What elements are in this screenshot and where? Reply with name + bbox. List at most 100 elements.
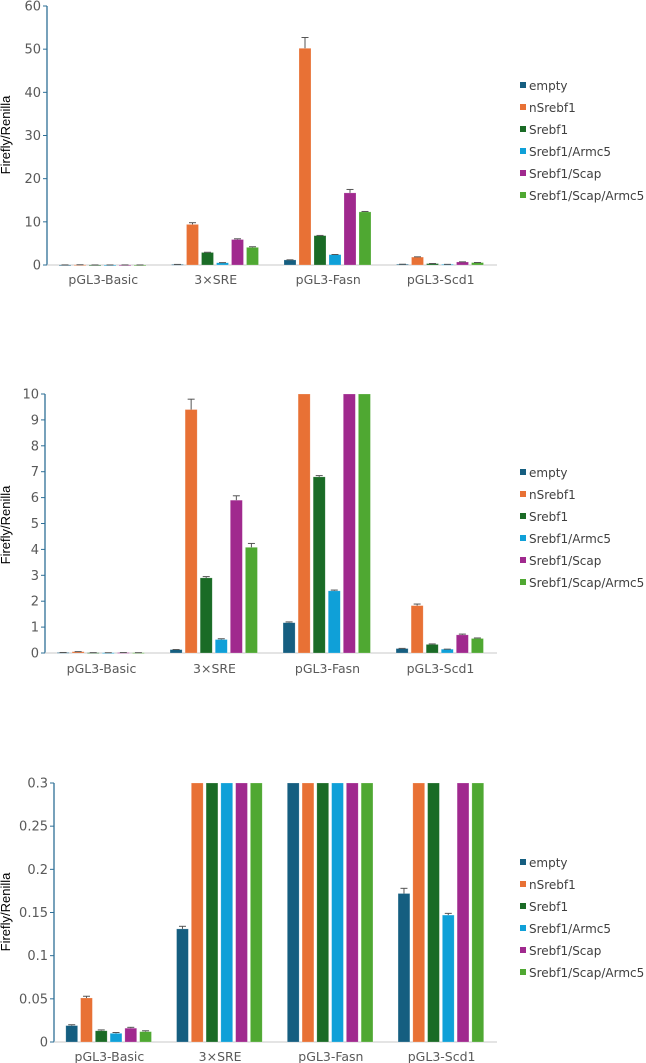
bar-srebf1-scap: [231, 239, 244, 266]
y-tick-label: 0: [33, 259, 41, 274]
x-category-label: pGL3-Basic: [75, 1049, 145, 1063]
legend: empty nSrebf1 Srebf1 Srebf1/Armc5 Srebf1/Sca…: [520, 466, 644, 590]
bar-srebf1-scap-armc5: [358, 393, 371, 654]
bar-empty: [169, 649, 183, 654]
bar-srebf1: [312, 476, 326, 654]
bar-srebf1-scap-armc5: [471, 638, 484, 654]
legend-swatch: [520, 969, 526, 975]
legend-label: Srebf1: [529, 510, 568, 524]
y-axis-label: Firefly/Renilla: [0, 872, 13, 952]
legend-swatch: [520, 170, 526, 176]
legend: empty nSrebf1 Srebf1 Srebf1/Armc5 Srebf1/Sca…: [520, 79, 644, 203]
legend-swatch: [520, 491, 526, 497]
y-axis-label: Firefly/Renilla: [0, 485, 13, 565]
bar-srebf1-scap: [456, 261, 469, 266]
bar-srebf1: [95, 1030, 108, 1043]
bar-srebf1-armc5: [442, 914, 455, 1043]
legend-label: Srebf1: [529, 123, 568, 137]
y-tick-label: 0.2: [27, 863, 48, 878]
bar-srebf1-scap: [456, 634, 469, 654]
y-tick-label: 40: [24, 86, 41, 101]
bar-nsrebf1: [412, 782, 425, 1043]
chart-1: 0 10 20 30 40 50 60 Firefly/Renilla pGL3-Basic 3×…: [0, 0, 644, 287]
bar-srebf1-scap: [343, 393, 356, 654]
bar-srebf1-armc5: [331, 782, 344, 1043]
y-tick-label: 3: [31, 569, 39, 584]
bar-srebf1-scap-armc5: [360, 782, 374, 1043]
y-tick-label: 2: [31, 595, 39, 610]
bar-srebf1-scap: [124, 1027, 137, 1043]
bar-srebf1-scap: [346, 782, 359, 1043]
y-tick-label: 0: [40, 1036, 48, 1051]
bar-srebf1-scap: [343, 192, 357, 266]
bar-srebf1-armc5: [220, 782, 233, 1043]
legend-label: Srebf1/Scap: [529, 944, 601, 958]
legend: empty nSrebf1 Srebf1 Srebf1/Armc5 Srebf1/Sca…: [520, 856, 644, 980]
legend-label: empty: [529, 466, 568, 480]
legend-swatch: [520, 881, 526, 887]
legend-label: Srebf1/Armc5: [529, 532, 611, 546]
bar-nsrebf1: [184, 409, 198, 654]
x-category-label: pGL3-Fasn: [298, 1049, 363, 1063]
y-tick-label: 4: [31, 543, 39, 558]
x-category-label: 3×SRE: [194, 272, 237, 287]
bar-empty: [176, 928, 189, 1043]
y-tick-label: 0.1: [27, 949, 48, 964]
bar-nsrebf1: [410, 605, 424, 654]
y-tick-label: 0: [31, 647, 39, 662]
bar-nsrebf1: [411, 256, 424, 266]
y-tick-label: 9: [31, 413, 39, 428]
legend-swatch: [520, 903, 526, 909]
legend-swatch: [520, 192, 526, 198]
bar-empty: [287, 782, 300, 1043]
legend-label: empty: [529, 79, 568, 93]
y-tick-label: 0.25: [19, 820, 48, 835]
y-tick-label: 5: [31, 517, 39, 532]
bar-srebf1-scap-armc5: [245, 547, 258, 654]
bar-srebf1-scap-armc5: [471, 782, 485, 1043]
bar-nsrebf1: [191, 782, 204, 1043]
bar-srebf1-scap-armc5: [139, 1031, 152, 1043]
bar-nsrebf1: [186, 224, 199, 266]
y-tick-label: 30: [24, 129, 41, 144]
bar-srebf1-scap: [456, 782, 470, 1043]
legend-swatch: [520, 82, 526, 88]
x-category-label: pGL3-Fasn: [295, 661, 360, 676]
legend-swatch: [520, 126, 526, 132]
legend-swatch: [520, 579, 526, 585]
x-category-label: 3×SRE: [193, 661, 236, 676]
legend-swatch: [520, 535, 526, 541]
x-category-label: pGL3-Basic: [68, 272, 138, 287]
y-tick-label: 1: [31, 621, 39, 636]
bar-srebf1-scap-armc5: [358, 211, 372, 266]
bar-srebf1-scap-armc5: [250, 782, 263, 1043]
bar-srebf1-armc5: [109, 1033, 123, 1043]
legend-swatch: [520, 859, 526, 865]
legend-swatch: [520, 513, 526, 519]
bar-srebf1-armc5: [440, 648, 454, 654]
legend-label: Srebf1/Scap/Armc5: [529, 966, 644, 980]
y-tick-label: 8: [31, 439, 39, 454]
legend-label: nSrebf1: [529, 101, 576, 115]
bar-srebf1: [313, 235, 327, 266]
chart-2: 0 1 2 3 4 5 6 7 8 9 10 Firefly/Renilla pGL3-Basic 3×S…: [0, 388, 644, 677]
y-tick-label: 20: [24, 172, 41, 187]
x-category-label: pGL3-Scd1: [407, 661, 475, 676]
bar-empty: [395, 648, 409, 654]
bar-srebf1: [205, 782, 219, 1043]
chart-3: 0 0.05 0.1 0.15 0.2 0.25 0.3 Firefly/Renilla pGL…: [0, 777, 644, 1063]
bar-srebf1-armc5: [327, 590, 341, 654]
y-tick-label: 10: [24, 215, 41, 230]
bar-nsrebf1: [297, 393, 311, 654]
legend-swatch: [520, 469, 526, 475]
legend-label: Srebf1/Armc5: [529, 145, 611, 159]
legend-label: Srebf1/Armc5: [529, 922, 611, 936]
y-axis-label: Firefly/Renilla: [0, 95, 13, 175]
legend-swatch: [520, 947, 526, 953]
x-category-label: pGL3-Fasn: [296, 272, 361, 287]
legend-label: Srebf1/Scap: [529, 167, 601, 181]
x-category-label: 3×SRE: [199, 1049, 242, 1063]
bar-srebf1-scap-armc5: [246, 247, 259, 266]
x-category-label: pGL3-Scd1: [407, 272, 475, 287]
x-category-label: pGL3-Basic: [67, 661, 137, 676]
